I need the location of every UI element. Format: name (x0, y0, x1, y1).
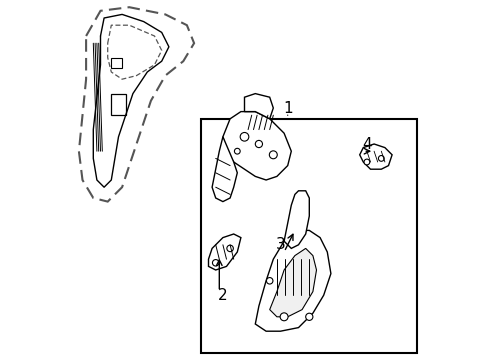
Circle shape (226, 245, 233, 252)
Polygon shape (212, 137, 237, 202)
Text: 4: 4 (361, 136, 371, 152)
Circle shape (363, 159, 369, 165)
Bar (201, 119, 416, 353)
Polygon shape (255, 230, 330, 331)
Polygon shape (269, 248, 316, 317)
Circle shape (280, 313, 287, 321)
Circle shape (305, 313, 312, 320)
Polygon shape (111, 58, 122, 68)
Text: 3: 3 (275, 237, 285, 252)
Circle shape (212, 260, 219, 266)
Polygon shape (284, 191, 309, 248)
Circle shape (240, 132, 248, 141)
Polygon shape (244, 94, 273, 119)
Polygon shape (79, 7, 194, 202)
Circle shape (266, 278, 272, 284)
Circle shape (255, 140, 262, 148)
Text: 2: 2 (218, 288, 227, 303)
Circle shape (378, 156, 384, 161)
Polygon shape (359, 144, 391, 169)
Polygon shape (111, 94, 125, 115)
Polygon shape (208, 234, 241, 270)
Text: 1: 1 (283, 100, 292, 116)
Circle shape (269, 151, 277, 159)
Polygon shape (223, 112, 291, 180)
Circle shape (234, 148, 240, 154)
